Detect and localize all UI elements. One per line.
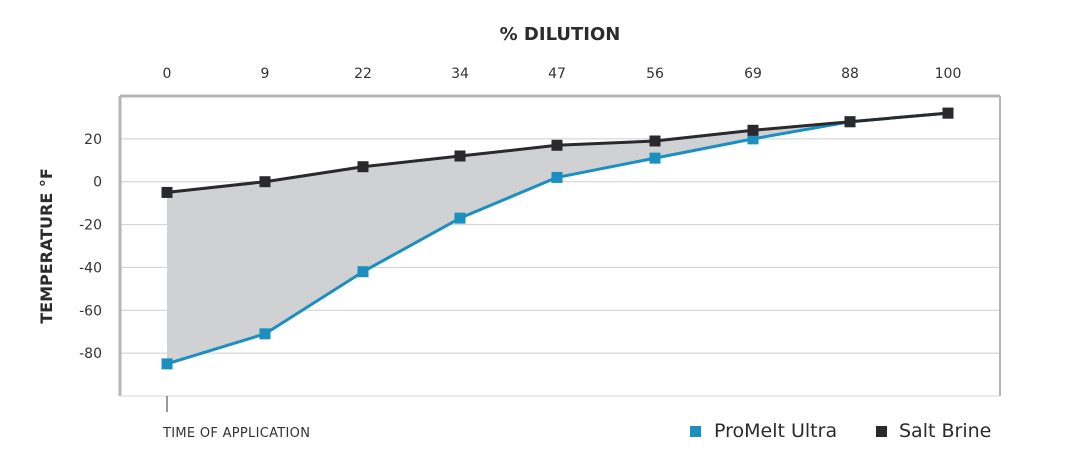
x-tick-label: 88 (841, 66, 859, 82)
y-tick-label: -40 (79, 260, 102, 276)
x-tick-label: 9 (261, 66, 270, 82)
x-tick-labels: 0 9 22 34 47 56 69 88 100 (163, 66, 962, 82)
point-promelt-ultra (551, 171, 563, 183)
y-tick-labels: 20 0 -20 -40 -60 -80 (79, 132, 102, 362)
x-axis-title: % DILUTION (500, 24, 621, 45)
time-of-application-label: TIME OF APPLICATION (162, 426, 310, 441)
x-tick-label: 69 (744, 66, 762, 82)
x-tick-label: 100 (935, 66, 962, 82)
series-layer (161, 107, 954, 370)
legend-label-promelt-ultra: ProMelt Ultra (714, 420, 837, 442)
x-tick-label: 34 (451, 66, 469, 82)
axes (118, 94, 1001, 397)
y-tick-label: 20 (84, 132, 102, 148)
y-tick-label: 0 (93, 175, 102, 191)
point-salt-brine (844, 116, 856, 128)
point-promelt-ultra (649, 152, 661, 164)
point-salt-brine (747, 124, 759, 136)
point-salt-brine (454, 150, 466, 162)
legend-swatch-promelt-ultra (690, 426, 701, 437)
x-tick-label: 47 (548, 66, 566, 82)
y-tick-label: -20 (79, 218, 102, 234)
point-promelt-ultra (259, 328, 271, 340)
x-tick-label: 56 (646, 66, 664, 82)
point-salt-brine (357, 161, 369, 173)
point-promelt-ultra (161, 358, 173, 370)
point-salt-brine (551, 139, 563, 151)
y-axis-title: TEMPERATURE °F (37, 168, 56, 324)
difference-area (167, 113, 948, 364)
point-salt-brine (942, 107, 954, 119)
y-tick-label: -80 (79, 346, 102, 362)
point-salt-brine (259, 176, 271, 188)
point-promelt-ultra (357, 266, 369, 278)
legend-label-salt-brine: Salt Brine (899, 420, 991, 442)
point-promelt-ultra (454, 212, 466, 224)
x-tick-label: 22 (354, 66, 372, 82)
point-salt-brine (649, 135, 661, 147)
legend: ProMelt Ultra Salt Brine (690, 420, 991, 442)
point-promelt-ultra (747, 133, 759, 145)
x-tick-label: 0 (163, 66, 172, 82)
point-salt-brine (161, 186, 173, 198)
legend-swatch-salt-brine (876, 426, 887, 437)
y-tick-label: -60 (79, 303, 102, 319)
